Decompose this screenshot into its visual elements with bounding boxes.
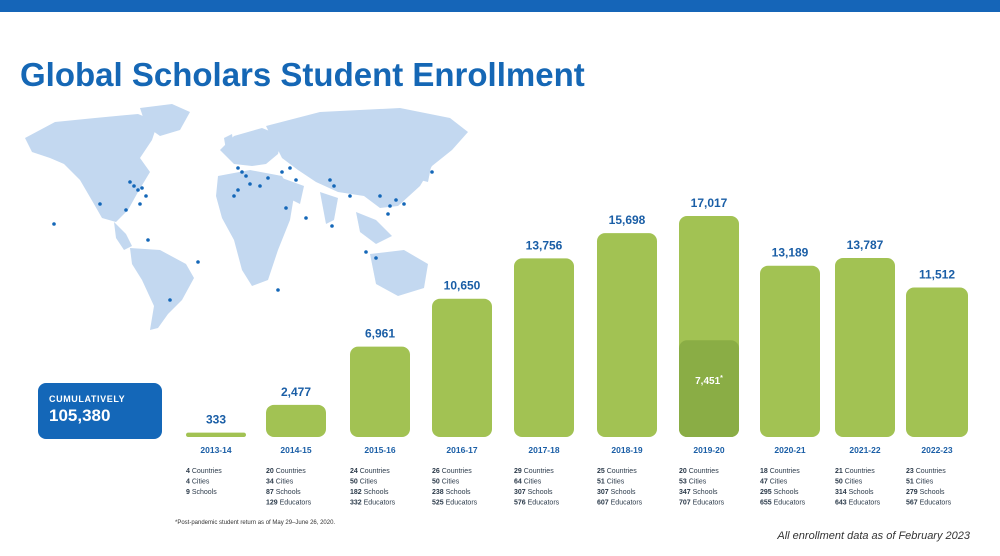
- category-label-2015-16: 2015-16: [364, 445, 395, 455]
- stat-line-2014-15: 87 Schools: [266, 489, 301, 496]
- category-label-2017-18: 2017-18: [528, 445, 559, 455]
- stat-line-2015-16: 332 Educators: [350, 500, 396, 507]
- stat-line-2014-15: 34 Cities: [266, 479, 294, 486]
- inner-bar-2019-20: [679, 340, 739, 437]
- value-label-2013-14: 333: [206, 413, 226, 427]
- stat-line-2020-21: 18 Countries: [760, 468, 800, 475]
- stat-line-2018-19: 51 Cities: [597, 479, 625, 486]
- stat-line-2022-23: 51 Cities: [906, 479, 934, 486]
- stat-line-2015-16: 182 Schools: [350, 489, 389, 496]
- bar-2020-21: [760, 265, 820, 437]
- cumulative-card: CUMULATIVELY 105,380: [38, 383, 162, 439]
- value-label-2014-15: 2,477: [281, 385, 311, 399]
- cumulative-value: 105,380: [49, 406, 111, 425]
- stat-line-2018-19: 307 Schools: [597, 489, 636, 496]
- page-title: Global Scholars Student Enrollment: [20, 56, 585, 93]
- stat-line-2018-19: 25 Countries: [597, 468, 637, 475]
- value-label-2022-23: 11,512: [919, 267, 955, 281]
- stat-line-2019-20: 53 Cities: [679, 479, 707, 486]
- stat-line-2021-22: 314 Schools: [835, 489, 874, 496]
- stat-line-2022-23: 279 Schools: [906, 489, 945, 496]
- stat-line-2015-16: 50 Cities: [350, 479, 378, 486]
- stat-line-2016-17: 238 Schools: [432, 489, 471, 496]
- stat-line-2019-20: 707 Educators: [679, 500, 725, 507]
- bar-2013-14: [186, 432, 246, 437]
- bar-2014-15: [266, 404, 326, 437]
- stat-line-2021-22: 50 Cities: [835, 479, 863, 486]
- stat-line-2022-23: 567 Educators: [906, 500, 952, 507]
- stat-line-2013-14: 4 Cities: [186, 479, 210, 486]
- stat-line-2014-15: 129 Educators: [266, 500, 312, 507]
- inner-bar-label: 7,451*: [695, 375, 723, 387]
- category-label-2018-19: 2018-19: [611, 445, 642, 455]
- bar-2017-18: [514, 258, 574, 437]
- stat-line-2013-14: 4 Countries: [186, 468, 222, 475]
- bar-2015-16: [350, 346, 410, 437]
- stat-line-2019-20: 347 Schools: [679, 489, 718, 496]
- bar-2021-22: [835, 257, 895, 437]
- stat-line-2014-15: 20 Countries: [266, 468, 306, 475]
- category-label-2019-20: 2019-20: [693, 445, 724, 455]
- stat-line-2020-21: 47 Cities: [760, 479, 788, 486]
- bar-2018-19: [597, 233, 657, 437]
- category-label-2014-15: 2014-15: [280, 445, 311, 455]
- footnote: *Post-pandemic student return as of May …: [175, 520, 336, 526]
- stat-line-2020-21: 655 Educators: [760, 500, 806, 507]
- data-as-of-note: All enrollment data as of February 2023: [777, 530, 970, 542]
- category-label-2022-23: 2022-23: [921, 445, 952, 455]
- top-banner: [0, 0, 1000, 12]
- category-label-2020-21: 2020-21: [774, 445, 805, 455]
- category-label-2013-14: 2013-14: [200, 445, 231, 455]
- stat-line-2015-16: 24 Countries: [350, 468, 390, 475]
- stat-line-2019-20: 20 Countries: [679, 468, 719, 475]
- category-label-2016-17: 2016-17: [446, 445, 477, 455]
- bar-2019-20: [679, 216, 739, 437]
- stat-line-2017-18: 307 Schools: [514, 489, 553, 496]
- stat-line-2021-22: 21 Countries: [835, 468, 875, 475]
- value-label-2021-22: 13,787: [847, 238, 884, 252]
- stat-line-2013-14: 9 Schools: [186, 489, 217, 496]
- category-label-2021-22: 2021-22: [849, 445, 880, 455]
- stat-line-2017-18: 576 Educators: [514, 500, 560, 507]
- stat-line-2017-18: 64 Cities: [514, 479, 542, 486]
- value-label-2020-21: 13,189: [772, 246, 809, 260]
- stat-line-2022-23: 23 Countries: [906, 468, 946, 475]
- stat-line-2017-18: 29 Countries: [514, 468, 554, 475]
- value-label-2017-18: 13,756: [526, 238, 563, 252]
- world-map: [25, 104, 468, 330]
- stat-line-2018-19: 607 Educators: [597, 500, 643, 507]
- cumulative-label: CUMULATIVELY: [49, 394, 126, 404]
- stat-line-2021-22: 643 Educators: [835, 500, 881, 507]
- stat-line-2016-17: 525 Educators: [432, 500, 478, 507]
- stat-line-2016-17: 50 Cities: [432, 479, 460, 486]
- stat-line-2016-17: 26 Countries: [432, 468, 472, 475]
- value-label-2018-19: 15,698: [609, 213, 646, 227]
- value-label-2019-20: 17,017: [691, 196, 728, 210]
- bar-2022-23: [906, 287, 968, 437]
- stat-line-2020-21: 295 Schools: [760, 489, 799, 496]
